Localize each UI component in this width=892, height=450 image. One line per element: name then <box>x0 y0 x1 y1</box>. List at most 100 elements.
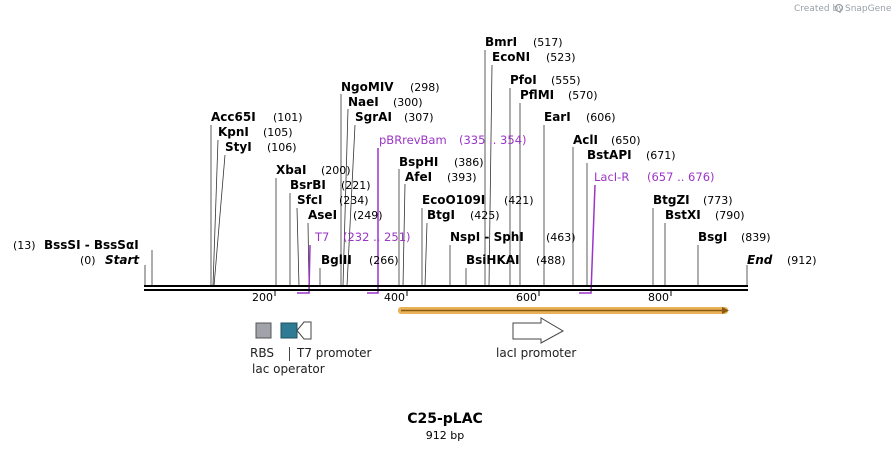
primer-pbrrevbam[interactable]: pBRrevBam (335 .. 354) <box>379 133 527 147</box>
site-acli[interactable]: AclI (650) <box>573 133 641 147</box>
site-bstxi[interactable]: BstXI (790) <box>665 208 745 222</box>
site-pos: (488) <box>536 254 566 267</box>
site-pos: (13) <box>13 239 36 252</box>
feature-label-laci-promoter: lacI promoter <box>496 346 576 360</box>
site-pos: (523) <box>546 51 576 64</box>
site-pfoi[interactable]: PfoI (555) <box>510 73 581 87</box>
site-pos: (773) <box>703 194 733 207</box>
site-end[interactable]: End (912) <box>747 253 817 267</box>
site-pflmi[interactable]: PflMI (570) <box>520 88 598 102</box>
site-name: BglII <box>321 253 352 267</box>
primer-range: (657 .. 676) <box>647 170 715 184</box>
site-afei[interactable]: AfeI (393) <box>405 170 477 184</box>
site-name: BsiHKAI <box>466 253 520 267</box>
site-start[interactable]: (0) Start <box>80 253 140 267</box>
site-econi[interactable]: EcoNI (523) <box>492 50 576 64</box>
laci-promoter-arrow-icon[interactable] <box>512 317 565 344</box>
site-pos: (517) <box>533 36 563 49</box>
lac-operator-box-icon[interactable] <box>280 322 298 339</box>
site-bstapi[interactable]: BstAPI (671) <box>587 148 676 162</box>
site-bsihkai[interactable]: BsiHKAI (488) <box>466 253 566 267</box>
site-pos: (421) <box>504 194 534 207</box>
site-name: XbaI <box>276 163 306 177</box>
site-pos: (105) <box>263 126 293 139</box>
tick-label-800: 800 <box>648 291 669 304</box>
site-name: PflMI <box>520 88 554 102</box>
watermark-prefix: Created by <box>794 4 844 14</box>
site-naei[interactable]: NaeI (300) <box>348 95 423 109</box>
site-pos: (386) <box>454 156 484 169</box>
site-kpni[interactable]: KpnI (105) <box>218 125 293 139</box>
site-name: BstAPI <box>587 148 632 162</box>
site-name: EarI <box>544 110 571 124</box>
site-name: BtgZI <box>653 193 690 207</box>
site-styi[interactable]: StyI (106) <box>225 140 297 154</box>
site-eari[interactable]: EarI (606) <box>544 110 616 124</box>
primer-name: LacI-R <box>594 170 629 184</box>
primer-laci-r[interactable]: LacI-R (657 .. 676) <box>594 170 715 184</box>
tick-label-600: 600 <box>516 291 537 304</box>
primer-laci-r-marker <box>579 184 596 294</box>
site-pos: (0) <box>80 254 96 267</box>
site-asei[interactable]: AseI (249) <box>308 208 383 222</box>
site-name: NaeI <box>348 95 379 109</box>
feature-label-t7-promoter: T7 promoter <box>296 346 372 360</box>
site-bglii[interactable]: BglII (266) <box>321 253 399 267</box>
watermark-brand: SnapGene <box>845 4 892 14</box>
feature-label-lac-operator: lac operator <box>252 362 325 376</box>
site-bmri[interactable]: BmrI (517) <box>485 35 563 49</box>
site-name: End <box>747 253 773 267</box>
site-bsssi-bsssai[interactable]: (13) BssSI - BssSαI <box>13 238 139 252</box>
dna-backbone <box>144 285 748 291</box>
rbs-box-icon[interactable] <box>255 322 272 339</box>
primer-pbrrevbam-marker <box>367 148 379 294</box>
tick-label-200: 200 <box>252 291 273 304</box>
site-pos: (221) <box>341 179 371 192</box>
orf-bar[interactable] <box>398 307 729 314</box>
site-btgi[interactable]: BtgI (425) <box>427 208 500 222</box>
site-bsgi[interactable]: BsgI (839) <box>698 230 771 244</box>
primer-range: (232 .. 251) <box>343 230 411 244</box>
site-name: EcoO109I <box>422 193 485 207</box>
site-pos: (912) <box>787 254 817 267</box>
site-pos: (671) <box>646 149 676 162</box>
primer-range: (335 .. 354) <box>459 133 527 147</box>
tick-label-400: 400 <box>384 291 405 304</box>
site-pos: (425) <box>470 209 500 222</box>
site-bsrbi[interactable]: BsrBI (221) <box>290 178 371 192</box>
site-name: SfcI <box>297 193 322 207</box>
site-sfci[interactable]: SfcI (234) <box>297 193 369 207</box>
site-name: BtgI <box>427 208 455 222</box>
site-name: AseI <box>308 208 337 222</box>
site-name: AfeI <box>405 170 432 184</box>
site-bsphi[interactable]: BspHI (386) <box>399 155 484 169</box>
snapgene-logo-icon <box>834 3 844 13</box>
site-pos: (106) <box>267 141 297 154</box>
site-pos: (307) <box>404 111 434 124</box>
site-sgrai[interactable]: SgrAI (307) <box>355 110 434 124</box>
site-pos: (249) <box>353 209 383 222</box>
site-pos: (393) <box>447 171 477 184</box>
primer-t7-marker <box>297 244 311 294</box>
site-leader-lines <box>144 50 748 287</box>
site-name: BssSI - BssSαI <box>44 238 139 252</box>
site-ecoo109i[interactable]: EcoO109I (421) <box>422 193 534 207</box>
site-nspi-sphi[interactable]: NspI - SphI (463) <box>450 230 576 244</box>
site-ngomiv[interactable]: NgoMIV (298) <box>341 80 440 94</box>
site-pos: (234) <box>339 194 369 207</box>
watermark: Created by SnapGene <box>794 3 892 14</box>
t7-promoter-arrow-icon[interactable] <box>296 321 312 340</box>
site-pos: (650) <box>611 134 641 147</box>
site-pos: (101) <box>273 111 303 124</box>
site-pos: (463) <box>546 231 576 244</box>
site-xbai[interactable]: XbaI (200) <box>276 163 351 177</box>
site-pos: (606) <box>586 111 616 124</box>
primer-t7[interactable]: T7 (232 .. 251) <box>314 230 411 244</box>
scale-ticks <box>274 291 672 296</box>
site-name: NgoMIV <box>341 80 394 94</box>
site-pos: (555) <box>551 74 581 87</box>
site-btgzi[interactable]: BtgZI (773) <box>653 193 733 207</box>
site-acc65i[interactable]: Acc65I (101) <box>211 110 303 124</box>
primer-markers <box>297 148 596 294</box>
